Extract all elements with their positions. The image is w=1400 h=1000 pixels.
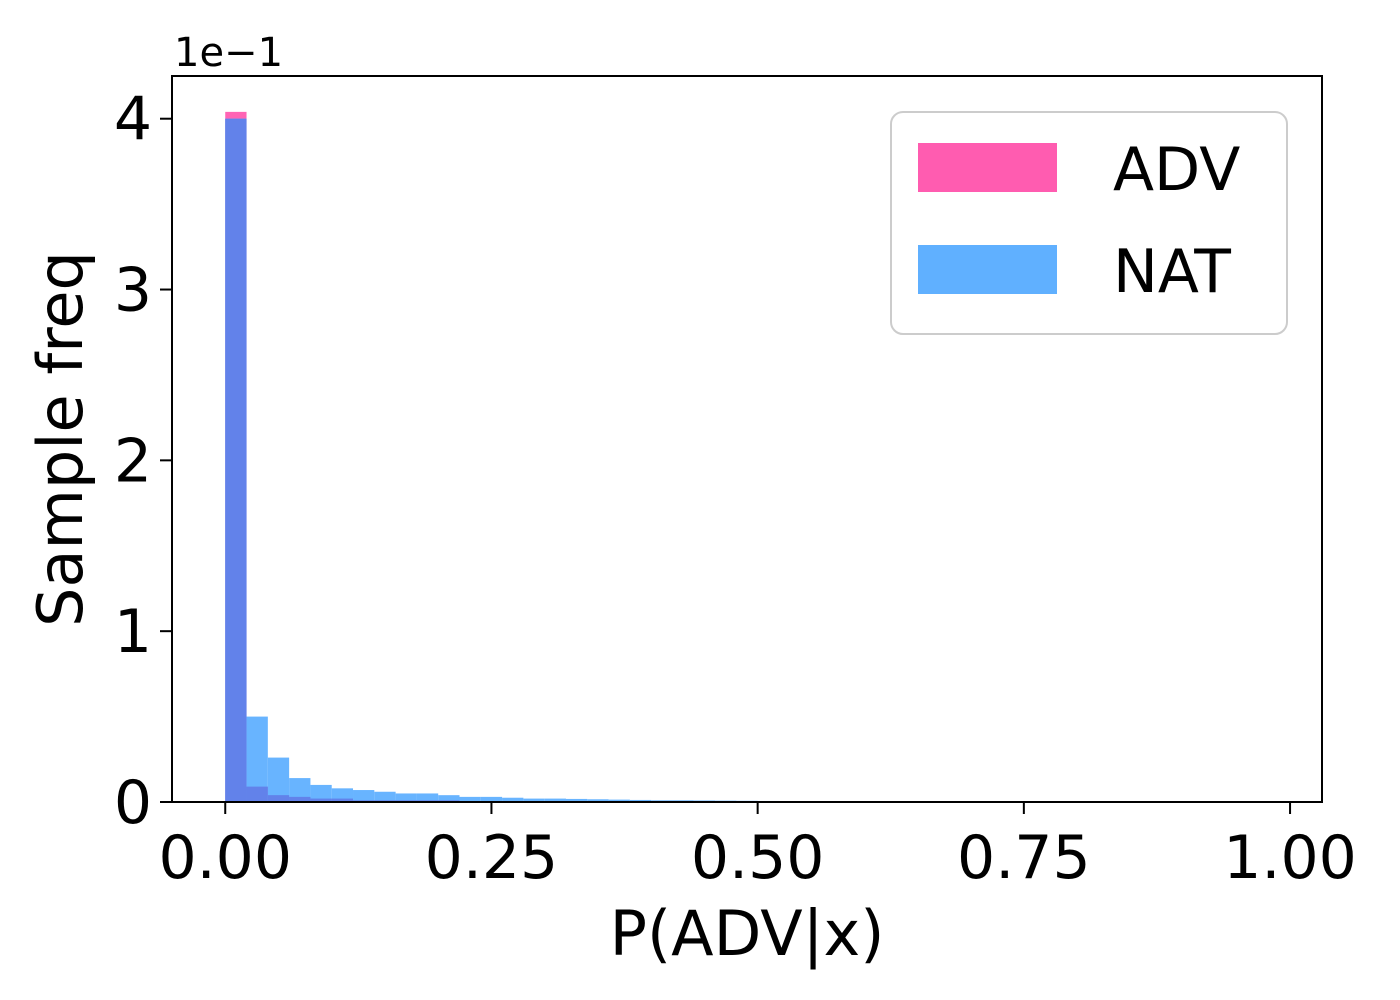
bar-nat-5	[331, 788, 354, 802]
y-tick-label: 2	[114, 426, 152, 496]
legend-swatch-nat	[918, 245, 1057, 294]
bar-nat-14	[523, 798, 545, 802]
bar-nat-3	[289, 778, 311, 802]
legend: ADV NAT	[890, 111, 1288, 335]
bar-nat-1	[246, 716, 268, 802]
x-tick-label: 0.50	[691, 823, 825, 893]
x-axis-ticks: 0.00 0.25 0.50 0.75 1.00	[158, 802, 1357, 893]
bar-nat-18	[608, 799, 630, 802]
y-tick-label: 4	[114, 85, 152, 155]
bar-nat-16	[565, 798, 588, 802]
x-tick-label: 1.00	[1223, 823, 1357, 893]
x-tick-label: 0.75	[957, 823, 1091, 893]
bar-overlap-3	[289, 796, 311, 802]
y-tick-label: 3	[114, 256, 152, 326]
bar-nat-13	[502, 797, 524, 802]
bar-overlap-4	[310, 798, 332, 802]
bar-nat-8	[395, 793, 417, 802]
legend-label-nat: NAT	[1113, 237, 1231, 307]
bar-overlap-0	[225, 118, 247, 803]
bar-nat-2	[267, 757, 290, 802]
bar-nat-10	[438, 795, 460, 802]
y-axis-offset-text: 1e−1	[174, 30, 283, 76]
bar-nat-19	[629, 799, 652, 802]
y-tick-label: 0	[114, 768, 152, 838]
bar-nat-4	[310, 784, 332, 802]
x-tick-label: 0.00	[158, 823, 292, 893]
x-tick-label: 0.25	[425, 823, 559, 893]
bar-overlap-5	[331, 798, 354, 802]
bar-nat-12	[480, 796, 503, 802]
bar-nat-11	[459, 796, 481, 802]
bar-nat-15	[544, 798, 566, 802]
bar-nat-6	[353, 790, 375, 802]
x-axis-title: P(ADV|x)	[610, 897, 885, 971]
y-tick-label: 1	[114, 597, 152, 667]
legend-label-adv: ADV	[1113, 135, 1240, 205]
bars-group	[225, 111, 822, 803]
bar-overlap-1	[246, 786, 268, 802]
y-axis-title: Sample freq	[24, 251, 97, 627]
bar-nat-9	[416, 793, 439, 802]
plot-area-frame	[171, 75, 1323, 803]
bar-overlap-2	[267, 795, 290, 802]
y-axis-ticks: 0 1 2 3 4	[114, 85, 172, 838]
bar-nat-7	[374, 791, 396, 802]
bar-nat-17	[587, 799, 609, 802]
legend-swatch-adv	[918, 143, 1057, 192]
